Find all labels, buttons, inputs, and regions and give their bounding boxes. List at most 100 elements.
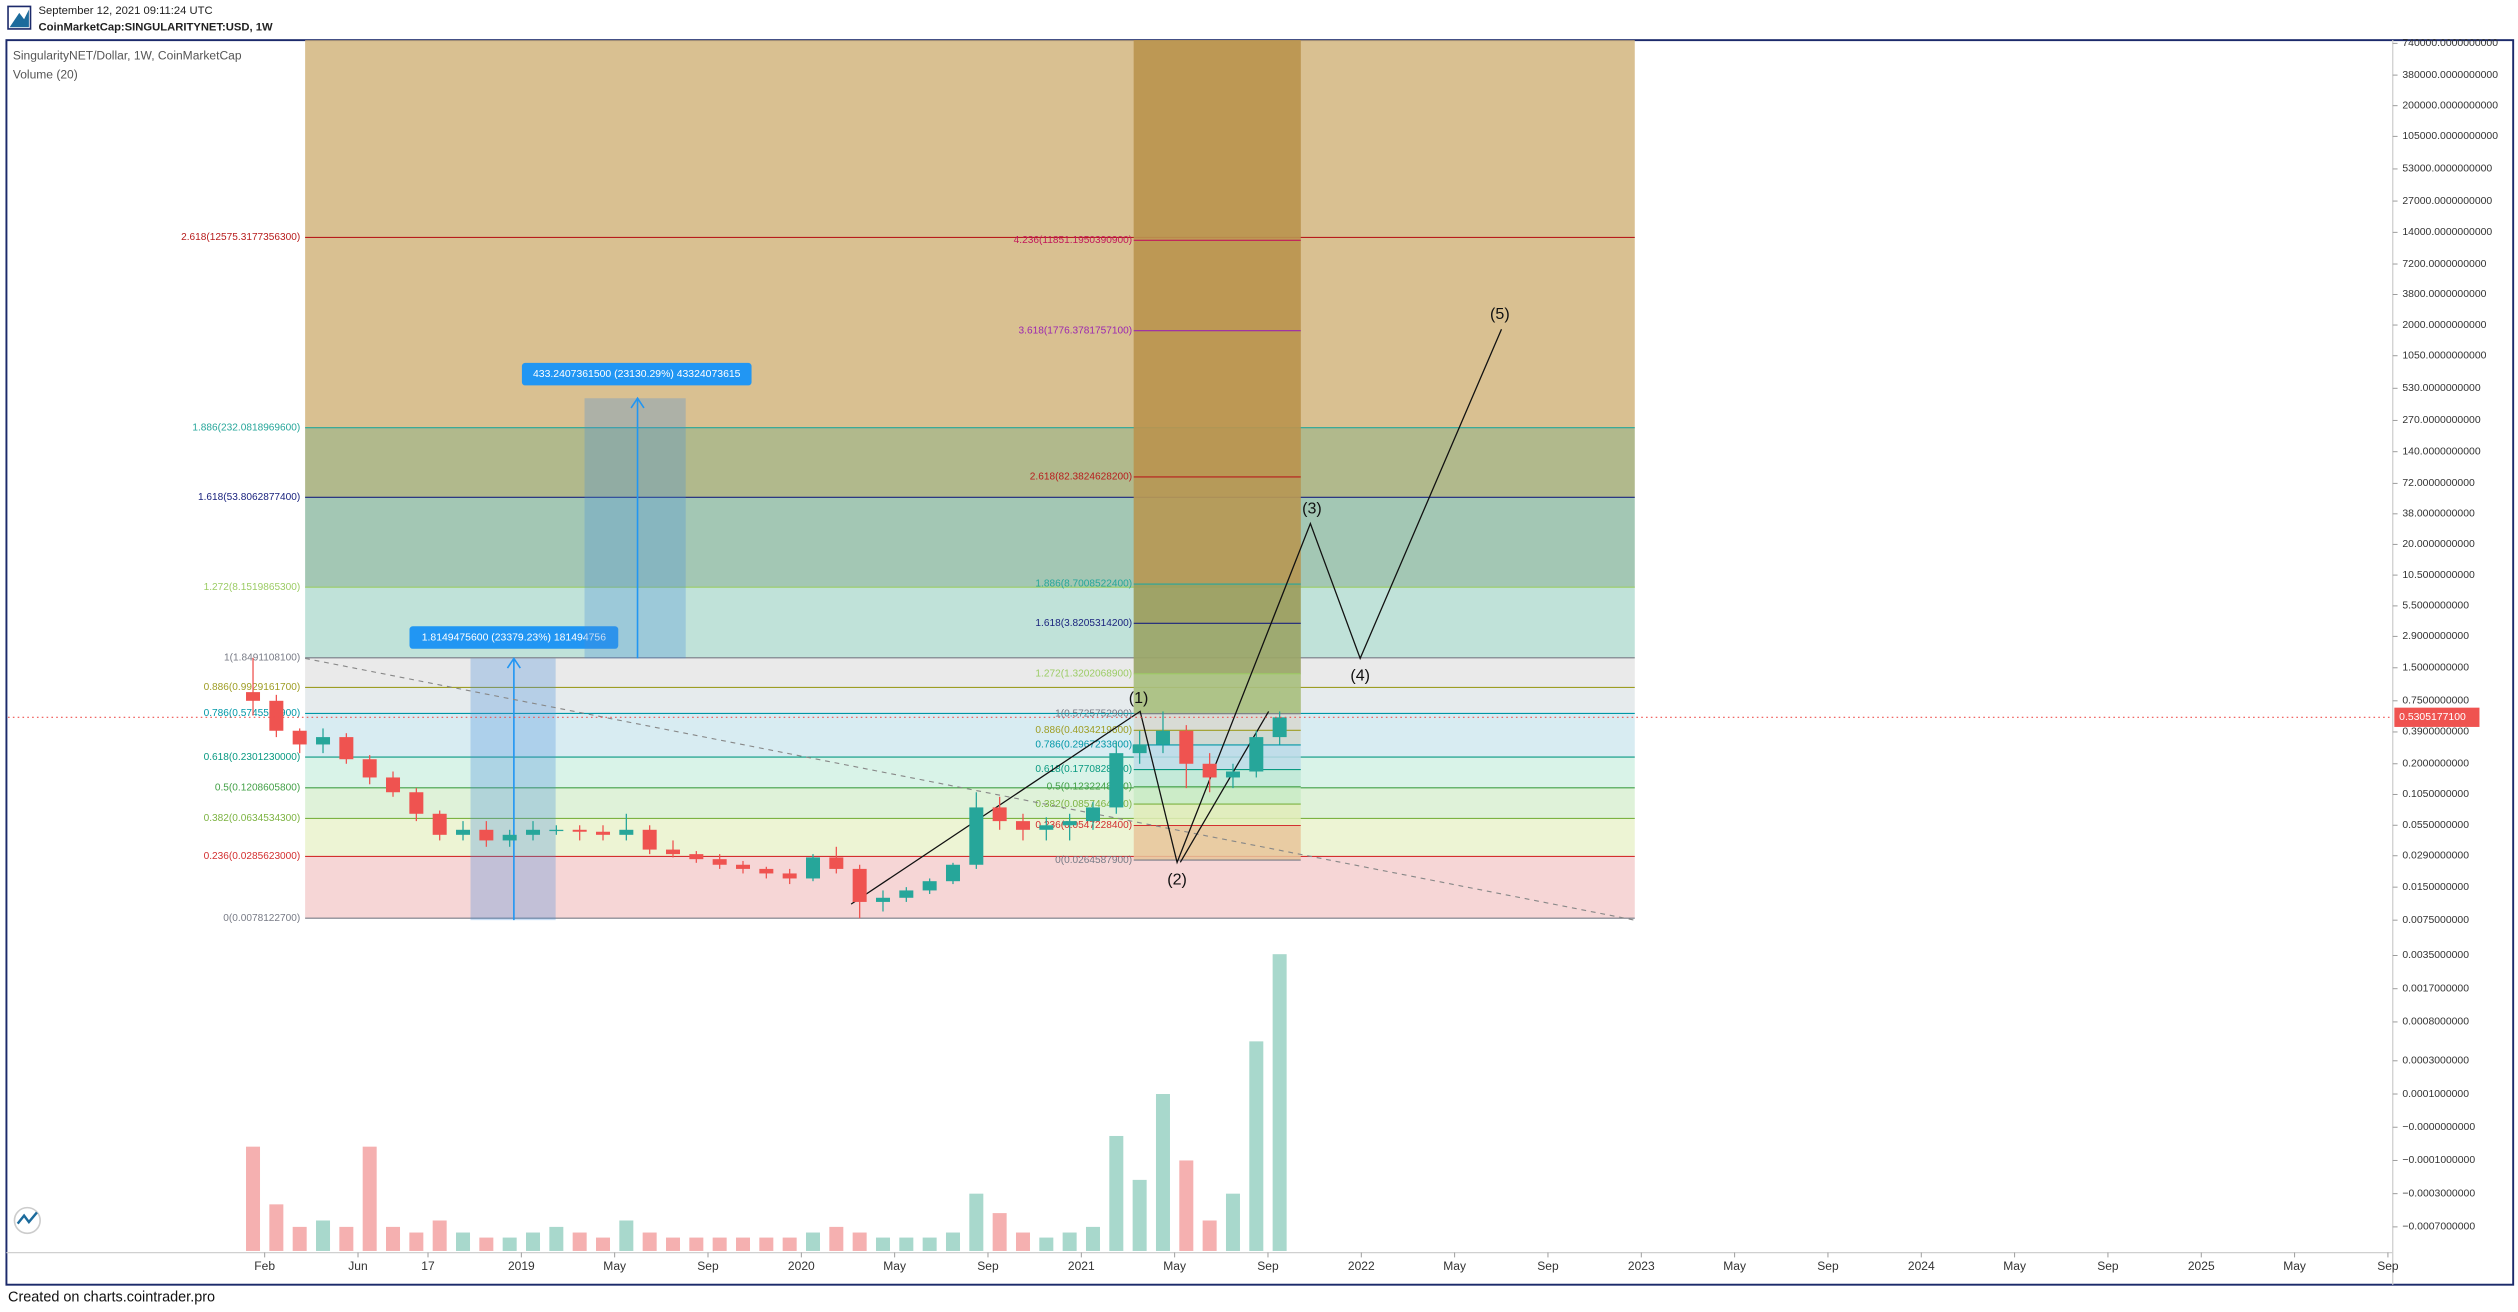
volume-bar — [1155, 1094, 1170, 1251]
x-tick-label: May — [2003, 1259, 2026, 1273]
trend-line — [305, 657, 1635, 921]
x-tick-label: 2025 — [2188, 1259, 2215, 1273]
volume-bar — [1202, 1220, 1217, 1251]
wave-label: (3) — [1302, 499, 1322, 517]
candle-body — [572, 829, 587, 832]
volume-bar — [479, 1237, 494, 1251]
y-tick-label: 7200.0000000000 — [2402, 259, 2486, 270]
volume-bar — [432, 1220, 447, 1251]
candle-body — [1155, 730, 1170, 745]
fib-band — [1133, 40, 1301, 241]
y-tick-label: 38.0000000000 — [2402, 509, 2475, 520]
candle-body — [642, 829, 657, 850]
fib-band — [1133, 825, 1301, 861]
fib-label: 1.272(8.1519865300) — [204, 582, 301, 593]
fib-band — [1133, 240, 1301, 331]
volume-bar — [386, 1226, 401, 1251]
candle-body — [852, 868, 867, 902]
fib-label: 0(0.0078122700) — [223, 913, 300, 924]
y-tick-label: 0.0150000000 — [2402, 882, 2469, 893]
candle-body — [992, 807, 1007, 822]
measure-label-box — [521, 362, 752, 386]
fib-band — [1133, 673, 1301, 714]
fib-label: 1.886(232.0818969600) — [192, 422, 300, 433]
candle-body — [1272, 717, 1287, 738]
fib-band — [1133, 804, 1301, 826]
last-price-label: 0.5305177100 — [2399, 712, 2466, 723]
y-tick-label: 14000.0000000000 — [2402, 227, 2492, 238]
y2-tick-label: 0.0008000000 — [2402, 1017, 2469, 1028]
candle-body — [339, 737, 354, 760]
volume-bar — [292, 1226, 307, 1251]
volume-bar — [1225, 1193, 1240, 1251]
chart-title: SingularityNET/Dollar, 1W, CoinMarketCap — [13, 48, 242, 62]
candle-body — [409, 792, 424, 814]
y-tick-label: 0.0075000000 — [2402, 915, 2469, 926]
x-tick-label: 2019 — [508, 1259, 535, 1273]
x-tick-label: Sep — [1817, 1259, 1839, 1273]
y-tick-label: 105000.0000000000 — [2402, 131, 2498, 142]
candle-body — [1249, 737, 1264, 772]
y-tick-label: 0.2000000000 — [2402, 759, 2469, 770]
x-tick-label: 2022 — [1348, 1259, 1375, 1273]
candle-body — [1015, 821, 1030, 830]
footer: Created on charts.cointrader.pro — [8, 1289, 215, 1305]
candle-body — [479, 829, 494, 841]
x-tick-label: Sep — [1257, 1259, 1279, 1273]
x-tick-label: 2023 — [1628, 1259, 1655, 1273]
fib-label: 0.618(0.2301230000) — [204, 752, 301, 763]
volume-bar — [852, 1232, 867, 1251]
volume-bar — [339, 1226, 354, 1251]
x-tick-label: May — [883, 1259, 906, 1273]
volume-bar — [1085, 1226, 1100, 1251]
fib-band — [1133, 713, 1301, 731]
wave-path — [1179, 711, 1270, 863]
candle-body — [829, 857, 844, 869]
volume-bar — [969, 1193, 984, 1251]
candle-body — [432, 813, 447, 835]
y-tick-label: 0.0290000000 — [2402, 850, 2469, 861]
candle-body — [1109, 753, 1124, 808]
y-tick-label: 1050.0000000000 — [2402, 350, 2486, 361]
volume-bar — [899, 1237, 914, 1251]
volume-bar — [1249, 1041, 1264, 1251]
fib-band — [305, 427, 1635, 498]
volume-bar — [362, 1146, 377, 1251]
y2-tick-label: −0.0007000000 — [2402, 1222, 2475, 1233]
candle-body — [246, 692, 261, 701]
wave-label: (1) — [1129, 689, 1149, 707]
timestamp: September 12, 2021 09:11:24 UTC — [39, 5, 213, 17]
x-tick-label: Sep — [977, 1259, 999, 1273]
fib-label: 1.272(1.3202068900) — [1035, 669, 1132, 680]
fib-label: 0.5(0.1232248600) — [1047, 782, 1132, 793]
fib-band — [1133, 786, 1301, 805]
y2-tick-label: 0.0003000000 — [2402, 1056, 2469, 1067]
candle-body — [1225, 771, 1240, 778]
fib-label: 0.886(0.4034219600) — [1035, 725, 1132, 736]
volume-bar — [246, 1146, 261, 1251]
measure-arrowhead — [506, 656, 521, 669]
fib-label: 0.886(0.9929161700) — [204, 682, 301, 693]
volume-bar — [619, 1220, 634, 1251]
volume-bar — [1272, 954, 1287, 1251]
y-tick-label: 3800.0000000000 — [2402, 289, 2486, 300]
candle-body — [386, 777, 401, 793]
fib-band — [305, 657, 1635, 688]
y-tick-label: 10.5000000000 — [2402, 570, 2475, 581]
volume-bar — [759, 1237, 774, 1251]
x-tick-label: Sep — [2377, 1259, 2399, 1273]
fib-label: 0.382(0.0634534300) — [204, 813, 301, 824]
fib-band — [1133, 584, 1301, 624]
y-tick-label: 0.3900000000 — [2402, 727, 2469, 738]
volume-bar — [1132, 1179, 1147, 1251]
y-tick-label: 530.0000000000 — [2402, 383, 2480, 394]
volume-bar — [316, 1220, 331, 1251]
candle-body — [1062, 821, 1077, 826]
volume-bar — [549, 1226, 564, 1251]
candle-body — [899, 890, 914, 898]
fib-label: 1.618(3.8205314200) — [1035, 618, 1132, 629]
candle-body — [689, 854, 704, 860]
fib-band — [305, 856, 1635, 919]
y-tick-label: 270.0000000000 — [2402, 415, 2480, 426]
